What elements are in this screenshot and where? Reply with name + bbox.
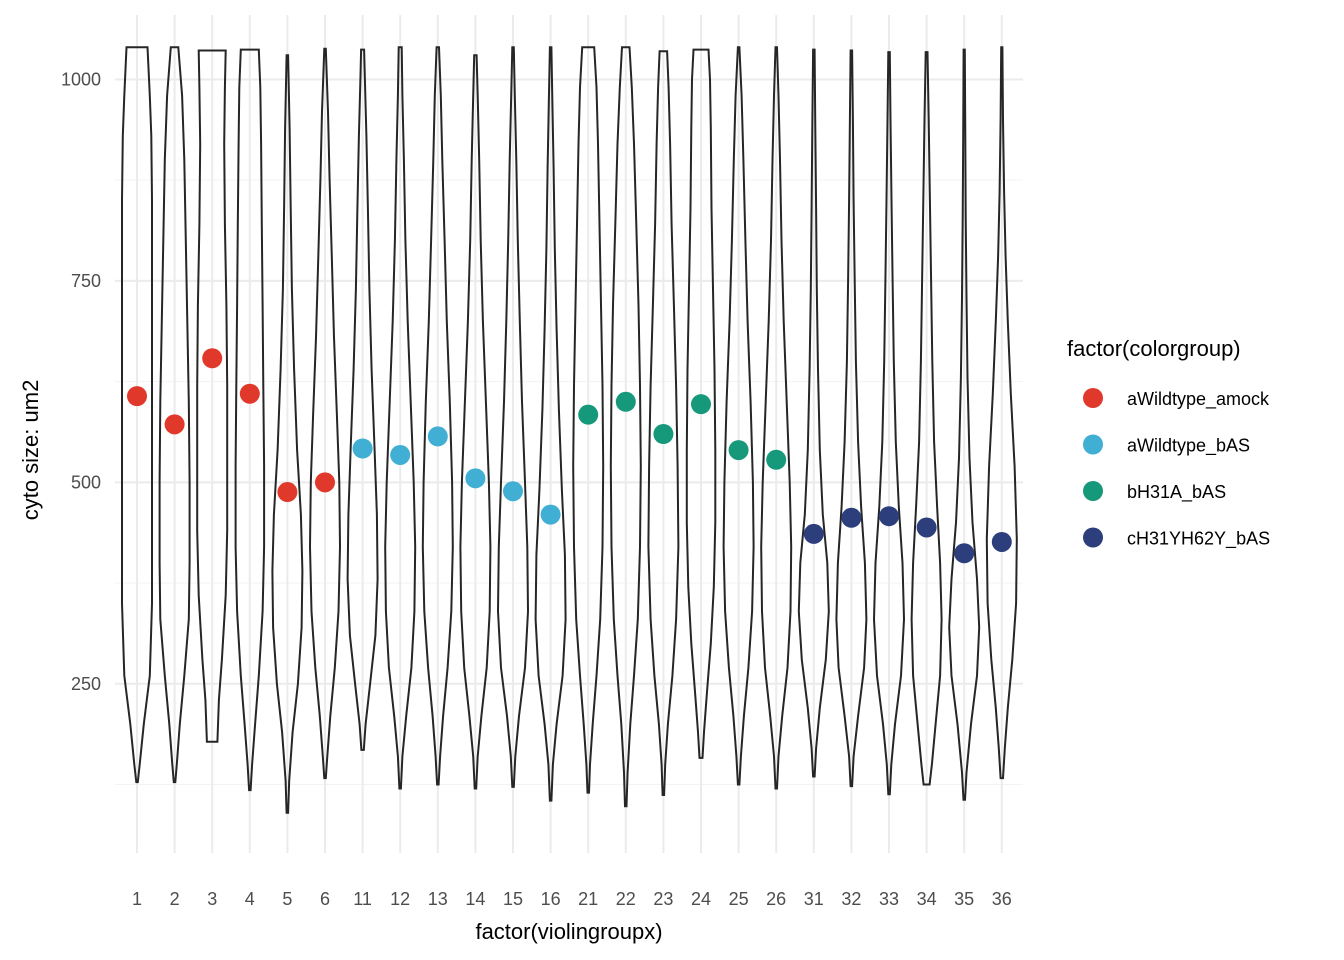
x-tick-label-11: 11	[353, 889, 372, 909]
x-tick-label-15: 15	[503, 889, 523, 909]
x-tick-label-21: 21	[578, 889, 598, 909]
point-3	[202, 348, 223, 369]
x-tick-label-6: 6	[320, 889, 330, 909]
grid	[115, 15, 1023, 853]
violin-2	[158, 46, 191, 784]
point-31	[803, 523, 824, 544]
y-tick-label-1000: 1000	[61, 69, 101, 89]
violin-35	[948, 48, 981, 801]
x-tick-label-24: 24	[691, 889, 711, 909]
point-26	[766, 449, 787, 470]
legend-label-3: cH31YH62Y_bAS	[1127, 529, 1270, 550]
point-1	[127, 386, 147, 407]
y-tick-label-750: 750	[71, 271, 101, 291]
legend-label-2: bH31A_bAS	[1127, 482, 1226, 503]
violin-4	[234, 48, 266, 792]
point-36	[991, 531, 1012, 552]
y-axis-title: cyto size: um2	[18, 380, 43, 521]
x-tick-label-25: 25	[729, 889, 749, 909]
violin-25	[722, 46, 755, 786]
violin-32	[835, 49, 868, 788]
point-21	[578, 404, 599, 425]
point-4	[239, 383, 260, 404]
violin-36	[985, 46, 1018, 780]
x-tick-label-22: 22	[616, 889, 636, 909]
x-axis-title: factor(violingroupx)	[475, 919, 662, 944]
point-22	[615, 391, 636, 412]
violin-6	[308, 47, 342, 780]
x-tick-label-32: 32	[841, 889, 861, 909]
violin-15	[496, 46, 530, 788]
x-tick-label-35: 35	[954, 889, 974, 909]
x-tick-label-14: 14	[465, 889, 485, 909]
violin-5	[271, 54, 304, 814]
point-33	[879, 506, 899, 527]
x-tick-label-23: 23	[653, 889, 673, 909]
point-24	[691, 394, 711, 415]
violin-1	[121, 46, 153, 784]
y-tick-label-500: 500	[71, 472, 101, 492]
point-11	[352, 438, 373, 459]
legend-title: factor(colorgroup)	[1067, 336, 1241, 361]
point-32	[841, 507, 862, 528]
x-axis-ticks: 1 2 3 4 5 6 11 12 13 14 15 16 21 22 23 24 25 26 31 32 33 34 35…	[132, 889, 1012, 909]
x-tick-label-36: 36	[992, 889, 1012, 909]
point-16	[540, 504, 561, 525]
point-5	[277, 482, 298, 503]
violin-13	[421, 46, 454, 786]
x-tick-label-2: 2	[170, 889, 180, 909]
legend-key-1	[1083, 434, 1103, 455]
point-14	[465, 468, 486, 489]
x-tick-label-4: 4	[245, 889, 255, 909]
violins	[121, 46, 1018, 814]
y-tick-label-250: 250	[71, 674, 101, 694]
x-tick-label-16: 16	[541, 889, 561, 909]
x-tick-label-13: 13	[428, 889, 448, 909]
x-tick-label-12: 12	[390, 889, 410, 909]
point-2	[164, 414, 185, 435]
legend-label-1: aWildtype_bAS	[1127, 436, 1250, 457]
violin-31	[797, 48, 830, 778]
violin-34	[910, 51, 943, 786]
points	[127, 348, 1012, 564]
x-tick-label-3: 3	[207, 889, 217, 909]
violin-33	[872, 51, 906, 796]
violin-11	[346, 48, 379, 751]
point-34	[916, 517, 937, 538]
point-35	[954, 543, 975, 564]
x-tick-label-31: 31	[804, 889, 824, 909]
legend-key-3	[1083, 527, 1103, 548]
y-axis-ticks: 250 500 750 1000	[61, 69, 101, 693]
violin-26	[760, 46, 793, 790]
violin-3	[196, 49, 229, 743]
point-15	[503, 481, 523, 502]
point-12	[390, 444, 411, 465]
x-tick-label-5: 5	[282, 889, 292, 909]
violin-24	[685, 48, 717, 759]
point-25	[728, 440, 749, 461]
violin-23	[647, 50, 680, 796]
violin-14	[459, 54, 492, 790]
violin-21	[572, 46, 605, 794]
legend: factor(colorgroup) aWildtype_amock aWildt…	[1067, 336, 1270, 550]
legend-label-0: aWildtype_amock	[1127, 389, 1270, 410]
point-23	[653, 424, 674, 444]
x-tick-label-33: 33	[879, 889, 899, 909]
x-tick-label-1: 1	[132, 889, 142, 909]
violin-22	[609, 46, 642, 808]
point-6	[315, 472, 335, 493]
legend-key-0	[1083, 388, 1103, 408]
point-13	[427, 426, 448, 447]
x-tick-label-34: 34	[917, 889, 937, 909]
violin-12	[384, 46, 417, 790]
x-tick-label-26: 26	[766, 889, 786, 909]
legend-key-2	[1083, 481, 1103, 501]
violin-16	[534, 46, 567, 802]
